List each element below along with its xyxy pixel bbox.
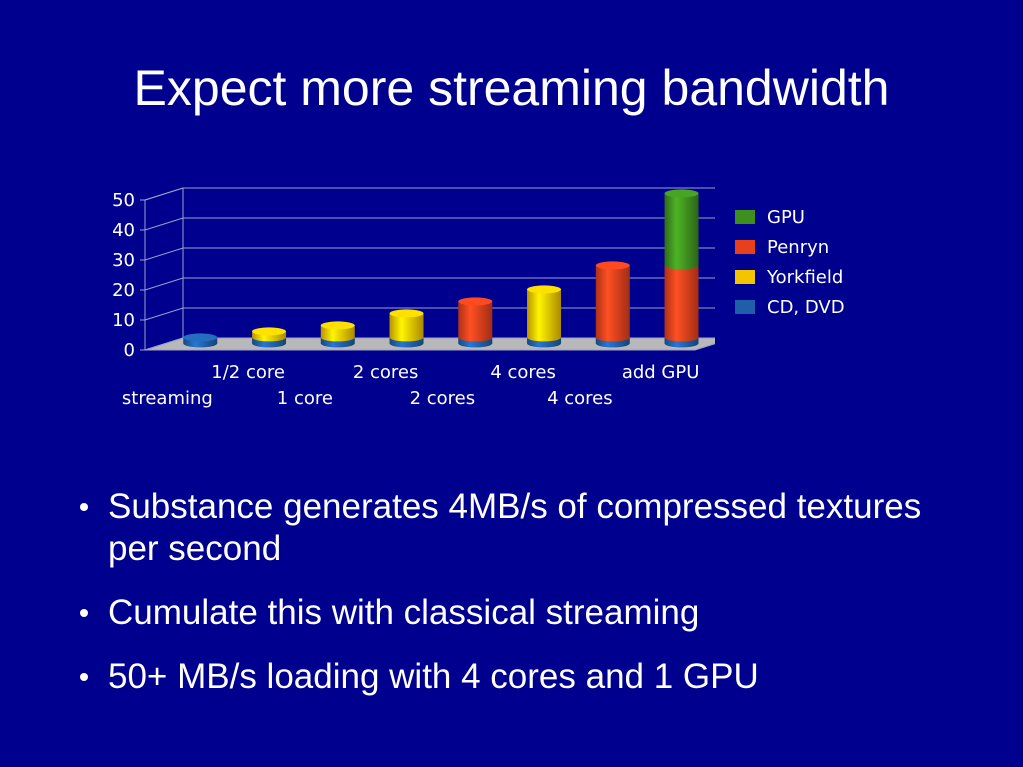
slide-title: Expect more streaming bandwidth <box>133 60 890 116</box>
y-tick-label: 20 <box>112 280 135 301</box>
y-tick-label: 30 <box>112 250 135 271</box>
x-tick-label: 4 cores <box>490 362 556 383</box>
legend-label-yorkfield: Yorkfield <box>767 266 844 288</box>
x-tick-label: 2 cores <box>353 362 419 383</box>
legend-swatch-gpu <box>735 210 755 224</box>
legend-item-cd-dvd: CD, DVD <box>735 292 845 322</box>
legend-label-gpu: GPU <box>767 206 805 228</box>
chart-side-wall <box>144 187 184 351</box>
bar-segment-top <box>183 333 218 342</box>
bar-segment-top <box>389 309 424 318</box>
bar-segment-top <box>320 321 355 330</box>
bar-segment <box>595 265 630 338</box>
bar-segment-top <box>527 285 562 294</box>
x-tick-label: 4 cores <box>547 388 613 409</box>
bar-segment-bottom <box>320 333 355 342</box>
legend-swatch-yorkfield <box>735 270 755 284</box>
bar-segment-bottom <box>595 339 630 348</box>
bullet-text: 50+ MB/s loading with 4 cores and 1 GPU <box>108 657 759 696</box>
x-tick-label: 1 core <box>277 388 333 409</box>
bar-segment-top <box>458 297 493 306</box>
bar-segment-bottom <box>664 339 699 348</box>
bullet-item: 50+ MB/s loading with 4 cores and 1 GPU <box>70 656 970 698</box>
legend-swatch-cd-dvd <box>735 300 755 314</box>
legend-swatch-penryn <box>735 240 755 254</box>
bar-segment-bottom <box>664 333 699 342</box>
y-tick-label: 50 <box>112 190 135 211</box>
bullet-dot <box>80 503 88 511</box>
bar-segment-bottom <box>320 339 355 348</box>
bar-segment <box>458 301 493 338</box>
gridline <box>144 187 715 201</box>
bar-segment-bottom <box>527 333 562 342</box>
chart-back-wall <box>182 187 715 339</box>
bullet-list: Substance generates 4MB/s of compressed … <box>70 486 970 720</box>
y-tick-label: 0 <box>124 340 135 361</box>
bullet-text: Substance generates 4MB/s of compressed … <box>108 487 922 568</box>
bar-segment-bottom <box>595 333 630 342</box>
bullet-text: Cumulate this with classical streaming <box>108 593 700 632</box>
x-tick-label: streaming <box>122 388 213 409</box>
legend-item-yorkfield: Yorkfield <box>735 262 845 292</box>
x-tick-label: add GPU <box>622 362 700 383</box>
bar-segment-bottom <box>252 339 287 348</box>
bar-segment-bottom <box>458 333 493 342</box>
x-tick-label: 1/2 core <box>211 362 285 383</box>
bar-segment-bottom <box>664 261 699 270</box>
bar-segment-bottom <box>252 333 287 342</box>
bar-segment <box>664 265 699 338</box>
bar-segment-top <box>595 261 630 270</box>
legend-item-gpu: GPU <box>735 202 845 232</box>
bar-segment-top <box>252 327 287 336</box>
bar-segment <box>527 289 562 338</box>
bar-segment-bottom <box>183 339 218 348</box>
gridline <box>144 217 715 231</box>
bar-segment-top <box>664 189 699 198</box>
bullet-dot <box>80 609 88 617</box>
legend-item-penryn: Penryn <box>735 232 845 262</box>
gridline <box>144 247 715 261</box>
bar-segment-bottom <box>527 339 562 348</box>
bullet-item: Substance generates 4MB/s of compressed … <box>70 486 970 570</box>
bar-chart: 0 10 20 30 40 50 1/2 core 2 cores 4 cores add GPU… <box>112 187 715 409</box>
bar-segment-bottom <box>458 339 493 348</box>
bar-segment-bottom <box>389 333 424 342</box>
chart-legend: GPU Penryn Yorkfield CD, DVD <box>735 202 845 322</box>
bar-segment-bottom <box>389 339 424 348</box>
legend-label-penryn: Penryn <box>767 236 830 258</box>
y-tick-label: 40 <box>112 220 135 241</box>
y-tick-label: 10 <box>112 310 135 331</box>
chart-floor <box>144 337 715 351</box>
legend-label-cd-dvd: CD, DVD <box>767 296 845 318</box>
gridline <box>144 277 715 291</box>
bullet-item: Cumulate this with classical streaming <box>70 592 970 634</box>
x-tick-label: 2 cores <box>410 388 476 409</box>
bullet-dot <box>80 673 88 681</box>
bar-segment <box>664 193 699 266</box>
